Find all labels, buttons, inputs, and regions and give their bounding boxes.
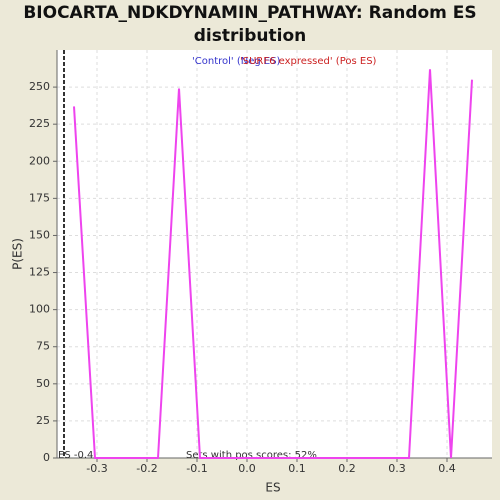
y-tick-label: 200 (29, 154, 50, 167)
x-tick-label: 0.0 (238, 462, 256, 475)
legend-entry: 'SURF6 expressed' (Pos ES) (240, 56, 377, 67)
x-tick-label: -0.3 (86, 462, 107, 475)
y-axis-label: P(ES) (11, 238, 25, 270)
y-tick-label: 250 (29, 80, 50, 93)
y-tick-label: 75 (36, 340, 50, 353)
annotation: Sets with pos scores: 52% (186, 450, 317, 461)
legend-entry: 'Control' (Neg ES) (192, 56, 281, 67)
x-tick-label: -0.2 (136, 462, 157, 475)
es-marker-label: ES -0.4 (58, 450, 93, 461)
chart-title: BIOCARTA_NDKDYNAMIN_PATHWAY: Random ES di… (23, 3, 476, 46)
y-tick-label: 0 (43, 451, 50, 464)
x-tick-label: 0.1 (288, 462, 306, 475)
y-tick-label: 225 (29, 117, 50, 130)
x-axis-label: ES (265, 481, 280, 495)
y-tick-label: 50 (36, 377, 50, 390)
x-tick-label: 0.4 (438, 462, 456, 475)
x-tick-label: -0.1 (186, 462, 207, 475)
x-tick-label: 0.3 (388, 462, 406, 475)
y-tick-label: 25 (36, 414, 50, 427)
x-tick-label: 0.2 (338, 462, 356, 475)
y-tick-label: 100 (29, 303, 50, 316)
y-tick-label: 150 (29, 228, 50, 241)
y-tick-label: 175 (29, 191, 50, 204)
y-tick-label: 125 (29, 266, 50, 279)
data-line (73, 69, 473, 459)
